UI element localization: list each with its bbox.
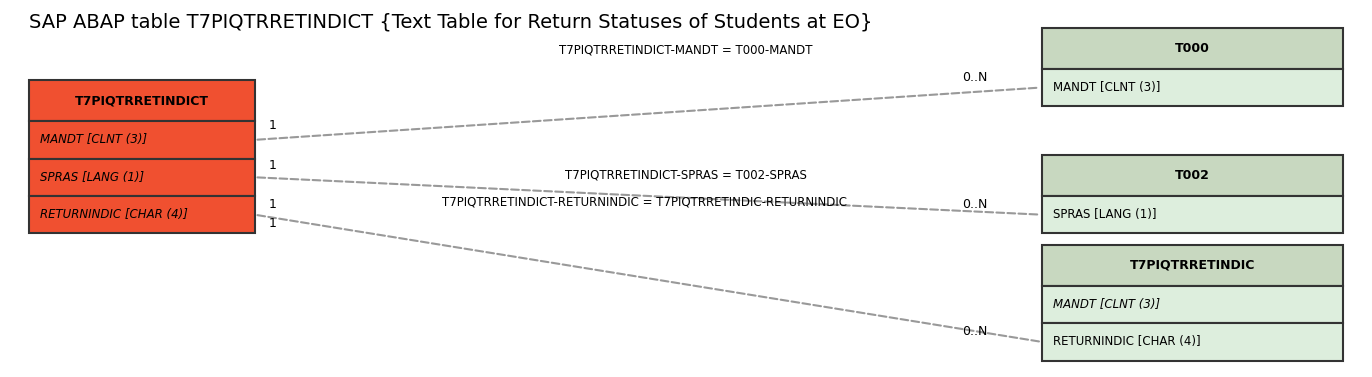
- Bar: [1041, 28, 1343, 69]
- Text: T000: T000: [1176, 42, 1210, 55]
- Text: 1: 1: [269, 198, 276, 211]
- Text: SPRAS [LANG (1)]: SPRAS [LANG (1)]: [1052, 208, 1157, 221]
- Text: T7PIQTRRETINDICT-SPRAS = T002-SPRAS: T7PIQTRRETINDICT-SPRAS = T002-SPRAS: [565, 169, 807, 182]
- Bar: [1041, 155, 1343, 196]
- Bar: [29, 80, 255, 121]
- Text: 0..N: 0..N: [962, 71, 988, 84]
- Text: 1: 1: [269, 217, 276, 230]
- Bar: [29, 196, 255, 233]
- Text: T7PIQTRRETINDICT-MANDT = T000-MANDT: T7PIQTRRETINDICT-MANDT = T000-MANDT: [560, 43, 812, 57]
- Text: RETURNINDIC [CHAR (4)]: RETURNINDIC [CHAR (4)]: [1052, 336, 1200, 348]
- Bar: [1041, 286, 1343, 323]
- Text: 0..N: 0..N: [962, 198, 988, 211]
- Text: RETURNINDIC [CHAR (4)]: RETURNINDIC [CHAR (4)]: [40, 208, 188, 221]
- Text: SPRAS [LANG (1)]: SPRAS [LANG (1)]: [40, 171, 144, 184]
- Bar: [1041, 196, 1343, 233]
- Text: 1: 1: [269, 159, 276, 172]
- Text: T7PIQTRRETINDICT-RETURNINDIC = T7PIQTRRETINDIC-RETURNINDIC: T7PIQTRRETINDICT-RETURNINDIC = T7PIQTRRE…: [442, 195, 848, 208]
- Text: MANDT [CLNT (3)]: MANDT [CLNT (3)]: [1052, 298, 1161, 311]
- Text: 0..N: 0..N: [962, 325, 988, 338]
- Text: 1: 1: [269, 120, 276, 132]
- Bar: [1041, 69, 1343, 106]
- Text: MANDT [CLNT (3)]: MANDT [CLNT (3)]: [40, 133, 147, 146]
- Text: SAP ABAP table T7PIQTRRETINDICT {Text Table for Return Statuses of Students at E: SAP ABAP table T7PIQTRRETINDICT {Text Ta…: [29, 12, 873, 32]
- Text: T7PIQTRRETINDICT: T7PIQTRRETINDICT: [74, 94, 209, 107]
- Bar: [1041, 245, 1343, 286]
- Bar: [1041, 323, 1343, 361]
- Bar: [29, 159, 255, 196]
- Bar: [29, 121, 255, 159]
- Text: T002: T002: [1176, 169, 1210, 182]
- Text: T7PIQTRRETINDIC: T7PIQTRRETINDIC: [1131, 259, 1255, 272]
- Text: MANDT [CLNT (3)]: MANDT [CLNT (3)]: [1052, 81, 1161, 94]
